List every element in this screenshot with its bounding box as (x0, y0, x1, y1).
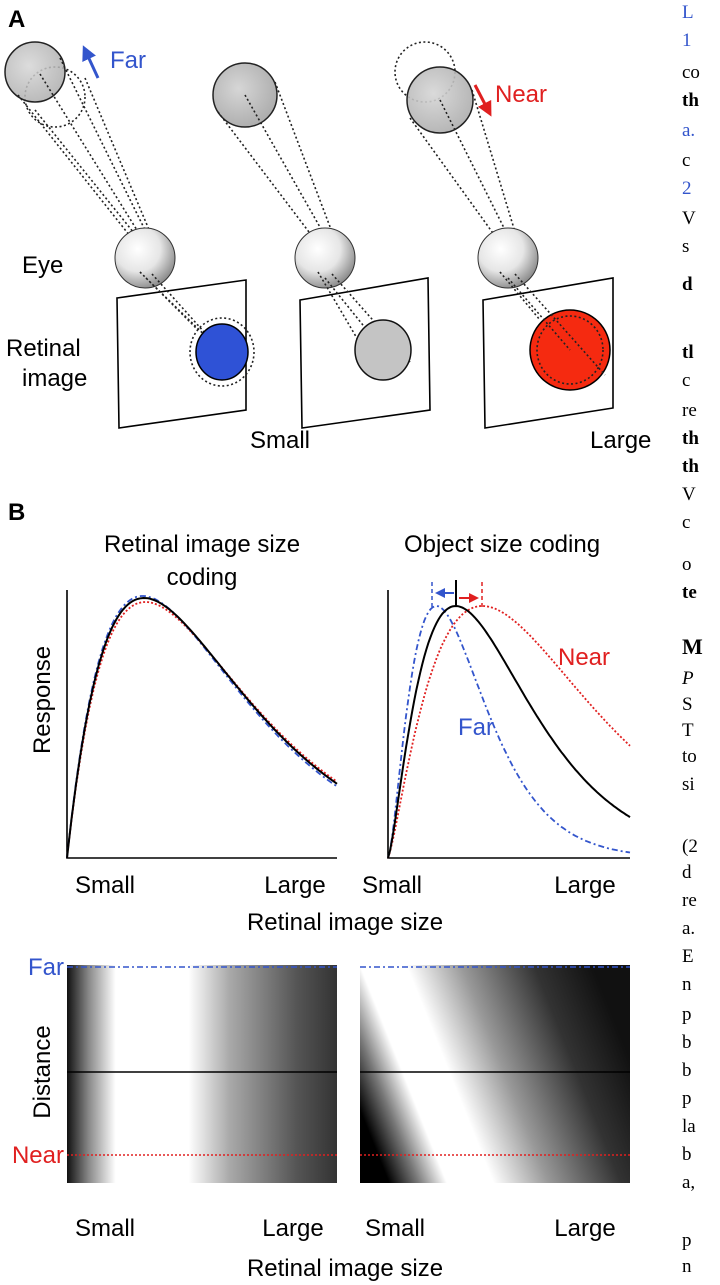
x-tick-label: Large (264, 872, 325, 899)
retinal-image (354, 319, 412, 381)
near-label: Near (495, 81, 547, 108)
eye (294, 227, 356, 289)
tuning-curve (66, 596, 338, 859)
side-text: a. (682, 120, 695, 141)
retinal-label: image (22, 365, 87, 392)
heatmap (360, 965, 630, 1183)
side-text: th (682, 428, 699, 449)
side-text: la (682, 1116, 696, 1137)
side-text: p (682, 1088, 692, 1109)
side-text: b (682, 1144, 692, 1165)
eye (477, 227, 539, 289)
eye (114, 227, 176, 289)
far-label: Far (28, 954, 64, 981)
side-text: re (682, 400, 697, 421)
tuning-curve (387, 605, 631, 859)
side-text: n (682, 974, 692, 995)
x-tick-label: Large (554, 1215, 615, 1242)
side-text: V (682, 484, 696, 505)
group-mid (212, 62, 431, 429)
image-old (536, 315, 604, 385)
x-axis-label: Retinal image size (247, 909, 443, 936)
y-axis-label: Response (29, 646, 56, 754)
side-text: th (682, 90, 699, 111)
side-text: th (682, 456, 699, 477)
side-text: c (682, 512, 690, 533)
far-label: Far (458, 714, 494, 741)
side-text: T (682, 720, 694, 741)
x-tick-label: Large (262, 1215, 323, 1242)
distance-lines (67, 966, 630, 1156)
near-label: Near (12, 1142, 64, 1169)
group-near: Near (394, 41, 614, 429)
side-text: o (682, 554, 692, 575)
side-text: n (682, 1256, 692, 1277)
near-label: Near (558, 644, 610, 671)
side-text: S (682, 694, 693, 715)
side-text: te (682, 582, 697, 603)
x-tick-label: Large (554, 872, 615, 899)
object (4, 41, 66, 103)
plot-title: Object size coding (404, 531, 600, 558)
side-text: to (682, 746, 697, 767)
x-tick-label: Small (75, 1215, 135, 1242)
side-text: (2 (682, 836, 698, 857)
panel-label: B (8, 499, 25, 526)
side-text: E (682, 946, 694, 967)
side-text: c (682, 370, 690, 391)
side-text: b (682, 1032, 692, 1053)
side-text: si (682, 774, 695, 795)
far-label: Far (110, 47, 146, 74)
retina-plane (116, 279, 247, 429)
side-text: 2 (682, 178, 692, 199)
x-tick-label: Small (75, 872, 135, 899)
side-text: re (682, 890, 697, 911)
large-label: Large (590, 427, 651, 454)
curves (66, 595, 631, 859)
plot-title: Retinal image size (104, 531, 300, 558)
panel-label: A (8, 6, 25, 33)
side-text: co (682, 62, 700, 83)
tuning-curve (66, 595, 338, 859)
retinal-label: Retinal (6, 335, 81, 362)
arrow-far (82, 45, 100, 79)
axes (387, 590, 630, 859)
x-tick-label: Small (365, 1215, 425, 1242)
side-text: 1 (682, 30, 692, 51)
image-old (189, 317, 255, 387)
eye-label: Eye (22, 252, 63, 279)
side-text: b (682, 1060, 692, 1081)
group-far: Far (4, 41, 255, 429)
side-text: tl (682, 342, 694, 363)
side-text: p (682, 1004, 692, 1025)
side-text: a, (682, 1172, 695, 1193)
tuning-curve (387, 604, 631, 859)
plot-title: coding (167, 564, 238, 591)
side-text-column: L1cotha.c2VsdtlcreththVcoteMPSTtosi(2dre… (681, 2, 703, 1277)
heatmap (67, 965, 337, 1183)
small-label: Small (250, 427, 310, 454)
side-text: L (682, 2, 694, 23)
side-text: M (682, 634, 703, 659)
side-text: a. (682, 918, 695, 939)
tuning-curve (387, 605, 631, 859)
side-text: p (682, 1230, 692, 1251)
side-text: s (682, 236, 689, 257)
retinal-image (195, 323, 249, 381)
side-text: V (682, 208, 696, 229)
y-axis-label: Distance (29, 1025, 56, 1118)
arrow-near (473, 84, 492, 117)
axes (66, 590, 337, 859)
side-text: d (682, 862, 692, 883)
x-axis-label: Retinal image size (247, 1255, 443, 1282)
x-tick-label: Small (362, 872, 422, 899)
tuning-curve (66, 601, 338, 859)
peak-markers (431, 580, 483, 608)
side-text: P (681, 668, 694, 689)
side-text: c (682, 150, 690, 171)
side-text: d (682, 274, 693, 295)
